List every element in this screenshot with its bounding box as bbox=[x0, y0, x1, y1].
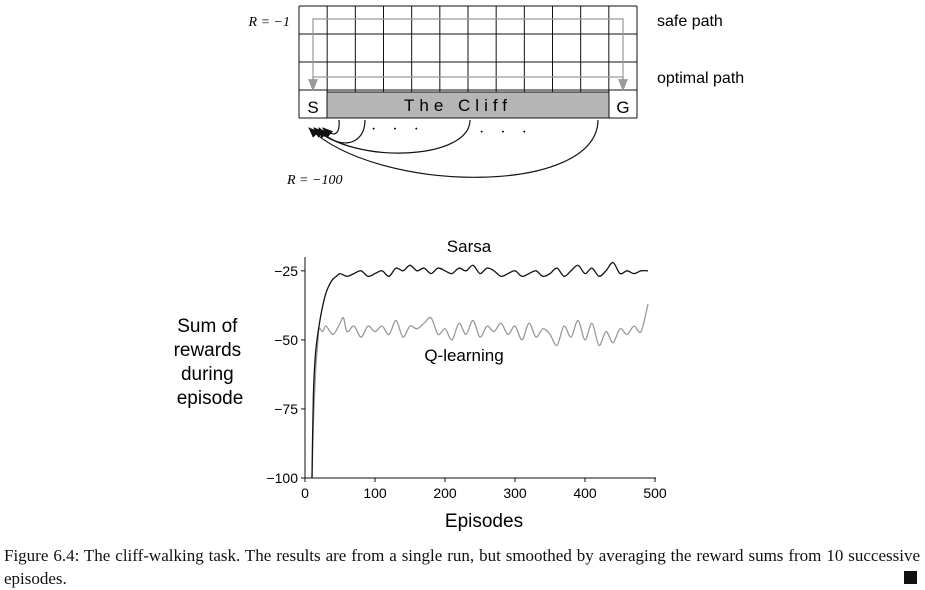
series-q-learning-line bbox=[311, 303, 649, 479]
start-cell-label: S bbox=[307, 98, 318, 117]
cliff-reward-label: R = −100 bbox=[286, 173, 342, 188]
cliff-label: The Cliff bbox=[404, 96, 512, 115]
series-label-sarsa: Sarsa bbox=[447, 237, 492, 256]
end-of-proof-mark bbox=[904, 571, 917, 584]
cliff-gridworld: The Cliff S G · · · · · · R = −1 R = −10… bbox=[248, 5, 744, 188]
safe-path-label: safe path bbox=[657, 13, 723, 30]
y-tick-label: −50 bbox=[274, 332, 298, 348]
cliff-fall-arrows bbox=[308, 119, 599, 178]
x-ticks: 0 100 200 300 400 500 bbox=[301, 478, 667, 501]
y-ticks: −25 −50 −75 −100 bbox=[266, 263, 305, 486]
ellipsis-right: · · · bbox=[479, 124, 533, 141]
cliff-region bbox=[326, 91, 610, 119]
y-tick-label: −25 bbox=[274, 263, 298, 279]
x-axis-label: Episodes bbox=[445, 511, 523, 532]
figure-caption: Figure 6.4: The cliff-walking task. The … bbox=[4, 546, 920, 588]
x-tick-label: 300 bbox=[503, 485, 527, 501]
series-label-q-learning: Q-learning bbox=[424, 346, 503, 365]
y-axis-label-line: Sum of bbox=[177, 316, 238, 337]
goal-cell-label: G bbox=[616, 98, 629, 117]
series-sarsa-line bbox=[311, 261, 649, 479]
cliff-fall-arrow bbox=[318, 119, 366, 144]
y-axis-label: Sum of rewards during episode bbox=[174, 316, 247, 409]
y-tick-label: −100 bbox=[266, 470, 298, 486]
ellipsis-left: · · · bbox=[371, 121, 425, 138]
optimal-path-arrow bbox=[308, 76, 628, 92]
cliff-fall-arrow bbox=[313, 119, 471, 154]
cliff-fall-arrow bbox=[322, 119, 340, 138]
y-axis-label-line: rewards bbox=[174, 340, 242, 361]
data-points bbox=[311, 261, 650, 479]
x-tick-label: 400 bbox=[573, 485, 597, 501]
x-tick-label: 100 bbox=[363, 485, 387, 501]
x-tick-label: 500 bbox=[643, 485, 667, 501]
y-tick-label: −75 bbox=[274, 401, 298, 417]
y-axis-label-line: during bbox=[181, 364, 234, 385]
x-tick-label: 0 bbox=[301, 485, 309, 501]
step-reward-label: R = −1 bbox=[248, 15, 290, 30]
x-tick-label: 200 bbox=[433, 485, 457, 501]
cliff-fall-arrow bbox=[308, 119, 599, 178]
optimal-path-label: optimal path bbox=[657, 70, 744, 87]
learning-curve-chart: −25 −50 −75 −100 0 100 200 300 400 500 Sarsa Q-l… bbox=[174, 237, 667, 532]
y-axis-label-line: episode bbox=[177, 388, 244, 409]
safe-path-arrow bbox=[308, 18, 628, 92]
